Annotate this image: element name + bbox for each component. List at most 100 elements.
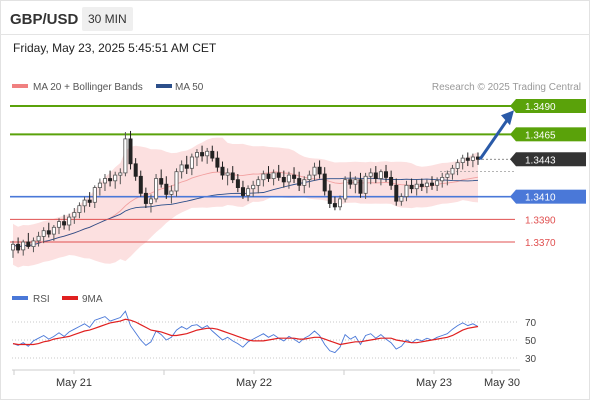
candle-body — [97, 182, 102, 189]
candle-body — [302, 179, 307, 186]
ma9-legend-label: 9MA — [82, 294, 103, 305]
x-tick-label: May 23 — [416, 377, 452, 389]
candle-body — [256, 179, 261, 186]
candle-body — [353, 179, 358, 185]
candle-body — [41, 230, 46, 237]
price-label-4: 1.3390 — [525, 215, 556, 226]
candle-body — [470, 156, 475, 161]
forecast-arrow — [478, 110, 514, 161]
candle-body — [440, 176, 445, 182]
x-axis: May 21 May 22 May 23 May 30 — [13, 370, 520, 389]
candle-body — [297, 178, 302, 186]
candle-body — [286, 174, 291, 183]
price-badge-0 — [516, 99, 586, 113]
candle-body — [87, 199, 92, 203]
ma50-legend-label: MA 50 — [175, 82, 204, 93]
candle-body — [36, 235, 41, 242]
candle-body — [108, 178, 113, 182]
price-badge-pointer — [510, 99, 516, 113]
candle-body — [77, 205, 82, 213]
chart-header: GBP/USD 30 MIN — [0, 0, 590, 35]
candle-body — [394, 184, 399, 202]
candle-body — [327, 190, 332, 204]
candle-body — [210, 150, 215, 159]
forecast-arrow-shaft — [478, 119, 509, 161]
timeframe-badge[interactable]: 30 MIN — [82, 7, 133, 31]
candle-body — [389, 176, 394, 186]
candle-body — [261, 173, 266, 181]
rsi-panel: 70 50 30 — [12, 310, 537, 365]
candle-body — [174, 171, 179, 192]
candle-body — [251, 184, 256, 190]
candle-body — [373, 172, 378, 179]
candle-body — [343, 179, 348, 200]
candle-body — [184, 164, 189, 169]
candle-body — [240, 187, 245, 196]
candle-body — [225, 172, 230, 176]
candle-body — [399, 196, 404, 202]
price-badge-pointer — [510, 127, 516, 142]
price-levels — [10, 105, 515, 243]
x-tick-label: May 22 — [236, 377, 272, 389]
candle-body — [414, 183, 419, 190]
ma9-legend-swatch — [62, 296, 78, 300]
candle-body — [220, 166, 225, 176]
candle-body — [118, 172, 123, 176]
candle-body — [368, 172, 373, 177]
x-tick-label: May 30 — [484, 377, 520, 389]
candle-body — [169, 190, 174, 195]
price-badge-3 — [516, 189, 586, 204]
candle-body — [128, 138, 133, 165]
candle-body — [164, 183, 169, 195]
date-line: Friday, May 23, 2025 5:45:51 AM CET — [13, 41, 217, 55]
candle-body — [230, 172, 235, 181]
watermark: Research © 2025 Trading Central — [432, 82, 581, 93]
candle-body — [271, 172, 276, 179]
candle-body — [429, 182, 434, 186]
candle-body — [455, 162, 460, 169]
bollinger-band-fill — [13, 137, 478, 268]
candle-body — [143, 192, 148, 204]
candle-body — [424, 182, 429, 187]
candle-body — [31, 240, 36, 247]
candle-body — [292, 174, 297, 179]
candle-body — [10, 243, 15, 251]
bollinger-bands — [12, 137, 479, 268]
candle-body — [317, 166, 322, 175]
candle-body — [348, 179, 353, 185]
candle-body — [113, 174, 118, 182]
candle-body — [46, 230, 51, 235]
rsi-legend-swatch — [12, 296, 28, 300]
rsi-tick-label: 30 — [525, 354, 537, 365]
candle-body — [322, 173, 327, 192]
candle-body — [404, 184, 409, 198]
ma50-legend-swatch — [156, 84, 172, 88]
candle-body — [266, 173, 271, 179]
candle-body — [138, 175, 143, 194]
candle-body — [200, 152, 205, 157]
price-label-0: 1.3490 — [525, 102, 556, 113]
candle-body — [281, 176, 286, 183]
rsi-line — [12, 310, 479, 354]
candle-body — [133, 163, 138, 177]
candle-body — [460, 157, 465, 164]
candle-body — [205, 150, 210, 157]
candle-body — [383, 171, 388, 178]
price-label-5: 1.3370 — [525, 238, 556, 249]
candle-body — [419, 183, 424, 187]
candle-body — [16, 243, 21, 251]
rsi-tick-label: 70 — [525, 318, 537, 329]
price-badges: 1.3490 1.3465 1.3443 1.3410 1.3390 1.3370 — [510, 99, 586, 249]
candle-body — [337, 198, 342, 208]
candle-body — [378, 171, 383, 179]
candle-body — [82, 199, 87, 207]
candle-body — [21, 241, 26, 251]
forecast-arrow-head — [501, 110, 514, 126]
candle-body — [159, 178, 164, 185]
price-label-1: 1.3465 — [525, 130, 556, 141]
price-badge-pointer — [510, 189, 516, 204]
rsi-tick-label: 50 — [525, 336, 537, 347]
rsi-9ma-line — [12, 318, 479, 346]
candle-body — [363, 175, 368, 194]
